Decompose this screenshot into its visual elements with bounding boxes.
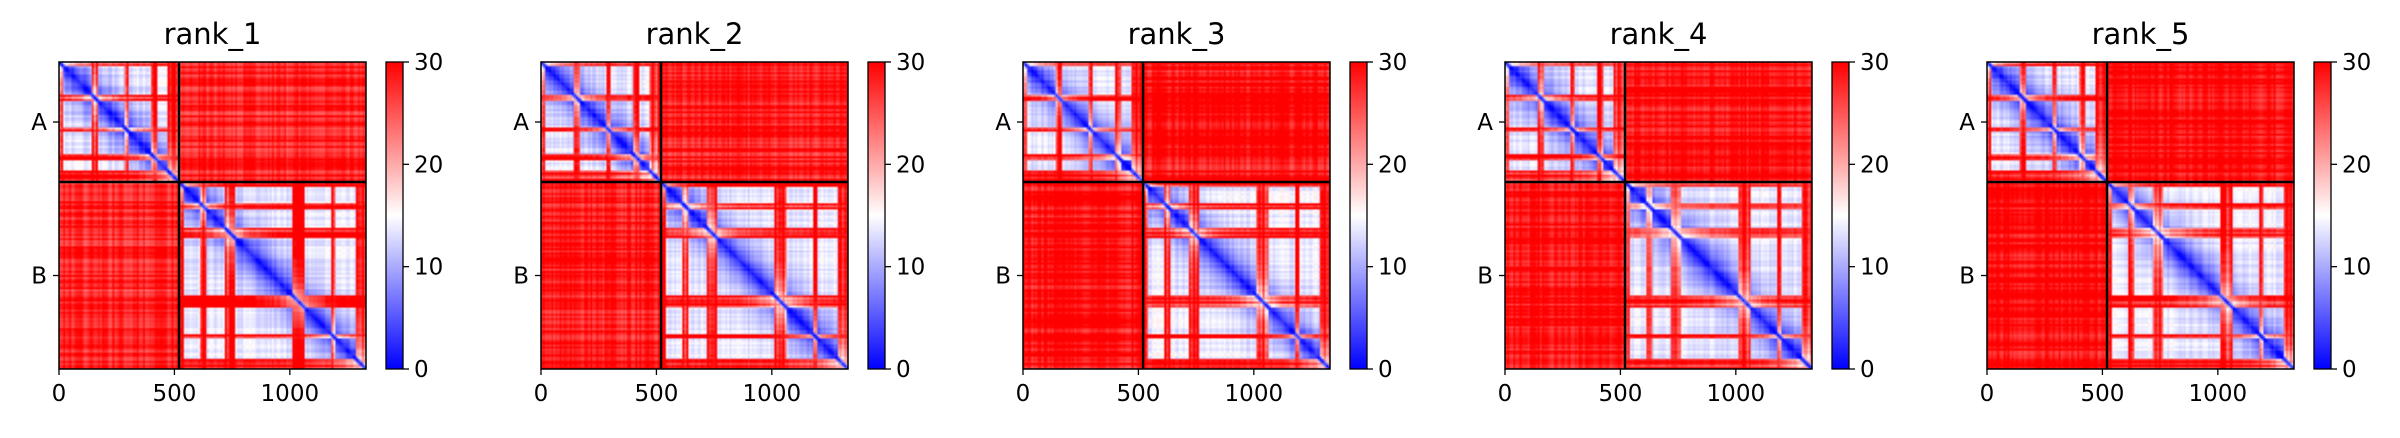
colorbar-tick-label: 20: [1378, 152, 1407, 178]
colorbar-tick-label: 30: [1378, 50, 1407, 76]
panel-1: rank_1 0 500 1000 A B 0 10 20 30: [31, 17, 443, 407]
colorbar-tick-label: 20: [896, 152, 925, 178]
colorbar: [867, 61, 886, 370]
heatmap-frame: [1986, 61, 2295, 370]
pae-heatmap-image: [59, 62, 366, 369]
pae-heatmap-image: [541, 62, 848, 369]
pae-heatmap-image: [1987, 62, 2294, 369]
x-tick-label: 0: [52, 381, 67, 407]
colorbar-tick-label: 30: [896, 50, 925, 76]
x-tick-label: 500: [634, 381, 678, 407]
colorbar-tick-label: 10: [896, 255, 925, 281]
x-tick-label: 1000: [261, 381, 320, 407]
colorbar-tick-label: 0: [414, 357, 429, 383]
panel-title: rank_3: [1128, 17, 1226, 51]
colorbar-tick-label: 0: [896, 357, 911, 383]
chain-label-B: B: [31, 264, 47, 290]
colorbar-tick-label: 10: [1860, 255, 1889, 281]
colorbar-tick-label: 10: [414, 255, 443, 281]
chain-label-B: B: [513, 264, 529, 290]
x-tick-label: 0: [1980, 381, 1995, 407]
chain-label-B: B: [1959, 264, 1975, 290]
heatmap-frame: [540, 61, 849, 370]
x-tick-label: 500: [152, 381, 196, 407]
colorbar-tick-label: 20: [1860, 152, 1889, 178]
panel-title: rank_1: [164, 17, 262, 51]
chain-label-A: A: [1959, 110, 1975, 136]
colorbar-tick-label: 10: [1378, 255, 1407, 281]
chain-label-A: A: [31, 110, 47, 136]
x-tick-label: 1000: [1707, 381, 1766, 407]
x-tick-label: 1000: [1225, 381, 1284, 407]
colorbar: [1831, 61, 1850, 370]
heatmap-frame: [58, 61, 367, 370]
x-tick-label: 0: [1016, 381, 1031, 407]
panel-3: rank_3 0 500 1000 A B 0 10 20 30: [995, 17, 1407, 407]
x-tick-label: 0: [1498, 381, 1513, 407]
colorbar-tick-label: 20: [414, 152, 443, 178]
colorbar-tick-label: 30: [2342, 50, 2371, 76]
x-tick-label: 1000: [2189, 381, 2248, 407]
colorbar-tick-label: 30: [1860, 50, 1889, 76]
panel-title: rank_5: [2092, 17, 2190, 51]
colorbar: [1349, 61, 1368, 370]
chain-label-A: A: [995, 110, 1011, 136]
chain-label-B: B: [1477, 264, 1493, 290]
heatmap-frame: [1504, 61, 1813, 370]
colorbar-tick-label: 0: [2342, 357, 2357, 383]
chain-label-B: B: [995, 264, 1011, 290]
panel-title: rank_2: [646, 17, 744, 51]
heatmap-frame: [1022, 61, 1331, 370]
pae-heatmap-image: [1023, 62, 1330, 369]
x-tick-label: 500: [1116, 381, 1160, 407]
panel-2: rank_2 0 500 1000 A B 0 10 20 30: [513, 17, 925, 407]
x-tick-label: 0: [534, 381, 549, 407]
chain-label-A: A: [1477, 110, 1493, 136]
panel-5: rank_5 0 500 1000 A B 0 10 20 30: [1959, 17, 2371, 407]
colorbar-tick-label: 30: [414, 50, 443, 76]
colorbar-tick-label: 0: [1378, 357, 1393, 383]
colorbar-tick-label: 10: [2342, 255, 2371, 281]
colorbar-tick-label: 0: [1860, 357, 1875, 383]
panel-title: rank_4: [1610, 17, 1708, 51]
colorbar: [2313, 61, 2332, 370]
colorbar-tick-label: 20: [2342, 152, 2371, 178]
chain-label-A: A: [513, 110, 529, 136]
panel-4: rank_4 0 500 1000 A B 0 10 20 30: [1477, 17, 1889, 407]
x-tick-label: 1000: [743, 381, 802, 407]
x-tick-label: 500: [1598, 381, 1642, 407]
x-tick-label: 500: [2080, 381, 2124, 407]
pae-heatmap-image: [1505, 62, 1812, 369]
colorbar: [385, 61, 404, 370]
